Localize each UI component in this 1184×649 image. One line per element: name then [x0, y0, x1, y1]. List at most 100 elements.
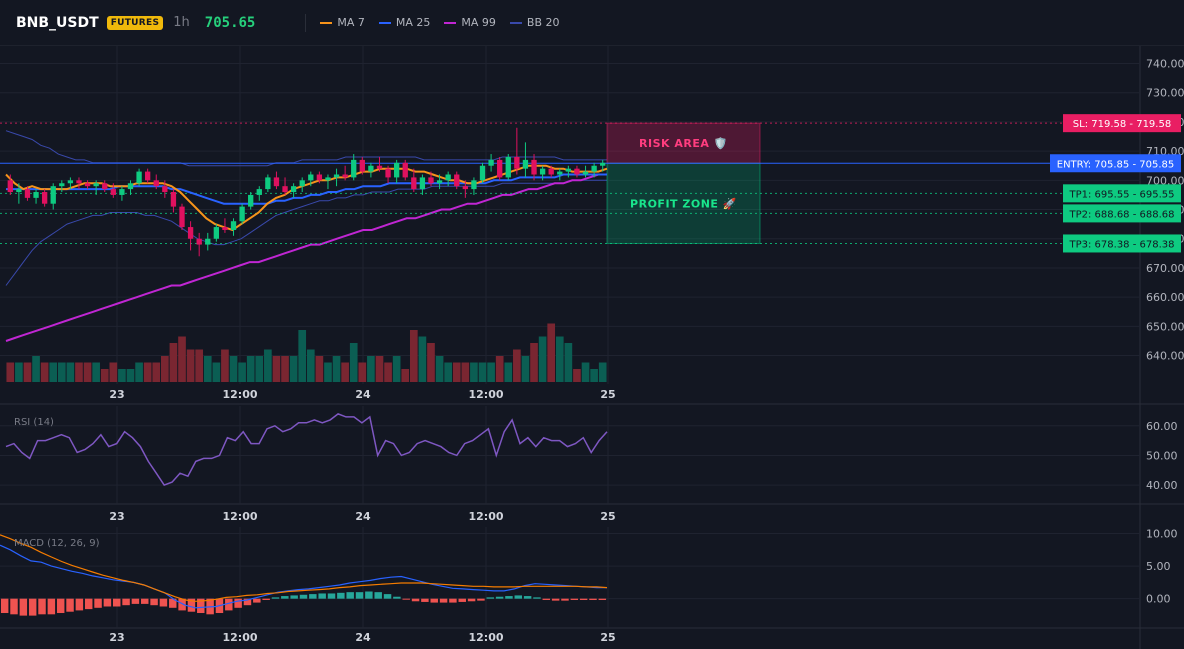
legend-ma25[interactable]: MA 25 — [378, 16, 431, 29]
candle-body — [325, 177, 331, 181]
legend-ma7[interactable]: MA 7 — [320, 16, 365, 29]
volume-bar — [590, 369, 598, 382]
candle-body — [145, 171, 151, 181]
volume-bar — [332, 356, 341, 382]
candle-body — [119, 189, 125, 195]
macd-histogram-bar — [38, 598, 46, 615]
volume-bar — [470, 362, 478, 382]
volume-bar — [392, 356, 401, 382]
candle-body — [16, 189, 22, 193]
time-tick-label: 25 — [600, 388, 615, 401]
volume-bar — [452, 362, 461, 382]
candle-body — [213, 227, 220, 239]
rsi-time-tick-label: 24 — [355, 510, 371, 523]
macd-histogram-bar — [355, 592, 364, 599]
candle-body — [84, 183, 91, 187]
tp-level-tag-label: TP3: 678.38 - 678.38 — [1069, 239, 1175, 250]
volume-bar — [521, 356, 530, 382]
macd-histogram-bar — [477, 598, 485, 601]
price-tick-label: 670.00 — [1146, 262, 1184, 275]
volume-bar — [427, 343, 435, 382]
macd-histogram-bar — [523, 596, 532, 599]
macd-histogram-bar — [150, 598, 158, 606]
macd-histogram-bar — [169, 598, 177, 608]
macd-histogram-bar — [56, 598, 65, 614]
macd-histogram-bar — [570, 598, 579, 600]
macd-histogram-bar — [178, 598, 186, 611]
candle-body — [162, 186, 168, 193]
volume-bar — [487, 362, 495, 382]
volume-bar — [598, 362, 607, 382]
macd-signal-line — [0, 534, 608, 602]
legend-ma99[interactable]: MA 99 — [444, 16, 496, 29]
candle-body — [33, 192, 39, 198]
macd-histogram-bar — [495, 596, 504, 599]
volume-bar — [186, 349, 195, 382]
bb-lower-line — [5, 179, 607, 286]
profit-zone-label: PROFIT ZONE 🚀 — [630, 197, 737, 210]
volume-bar — [401, 369, 410, 382]
volume-bar — [358, 362, 367, 382]
macd-histogram-bar — [131, 598, 140, 604]
volume-bar — [66, 362, 75, 382]
candle-body — [230, 221, 237, 230]
macd-histogram-bar — [75, 598, 84, 611]
candle-body — [179, 206, 185, 228]
volume-bar — [255, 356, 264, 382]
macd-histogram-bar — [28, 598, 37, 616]
volume-bar — [272, 356, 281, 382]
symbol-name[interactable]: BNB_USDT — [16, 14, 99, 31]
macd-histogram-bar — [309, 594, 317, 599]
legend-ma25-label: MA 25 — [395, 16, 431, 29]
sl-level-tag-label: SL: 719.58 - 719.58 — [1073, 119, 1171, 130]
candle-body — [282, 186, 288, 193]
candle-body — [50, 186, 56, 204]
legend-bb20[interactable]: BB 20 — [509, 16, 560, 29]
volume-bar — [315, 356, 324, 382]
candle-body — [454, 174, 460, 187]
macd-histogram-bar — [551, 598, 560, 601]
candle-body — [24, 189, 31, 198]
ma25-line — [6, 173, 607, 205]
macd-time-tick-label: 23 — [109, 631, 124, 644]
timeframe-label[interactable]: 1h — [173, 15, 190, 30]
rsi-time-tick-label: 23 — [109, 510, 124, 523]
volume-bar — [161, 356, 169, 382]
volume-bar — [118, 369, 126, 382]
volume-bar — [135, 362, 143, 382]
time-tick-label: 12:00 — [468, 388, 503, 401]
futures-badge: FUTURES — [106, 15, 164, 30]
volume-bar — [143, 362, 152, 382]
volume-bar — [6, 362, 15, 382]
candle-body — [239, 206, 245, 222]
candle-body — [548, 168, 554, 175]
rsi-tick-label: 40.00 — [1146, 479, 1178, 492]
macd-histogram-bar — [505, 596, 513, 599]
candle-body — [256, 189, 262, 195]
macd-histogram-bar — [262, 598, 270, 600]
legend-bb20-label: BB 20 — [526, 16, 560, 29]
candle-body — [359, 159, 365, 172]
candle-body — [531, 159, 537, 175]
volume-bar — [40, 362, 49, 382]
candle-body — [7, 180, 13, 193]
candle-body — [205, 238, 211, 245]
candle-body — [419, 177, 426, 190]
macd-histogram-bar — [383, 594, 392, 599]
macd-histogram-bar — [243, 598, 252, 606]
tp-level-tag-label: TP2: 688.68 - 688.68 — [1069, 209, 1175, 220]
candle-body — [316, 174, 323, 181]
sl-level-tag — [1063, 114, 1181, 133]
ma7-line — [5, 164, 608, 232]
macd-histogram-bar — [290, 595, 298, 599]
time-tick-label: 23 — [109, 388, 124, 401]
macd-histogram-bar — [122, 598, 130, 606]
volume-bar — [169, 343, 178, 382]
volume-bar — [49, 362, 58, 382]
macd-histogram-bar — [458, 598, 466, 602]
macd-histogram-bar — [439, 598, 448, 603]
volume-bar — [349, 343, 358, 382]
candle-body — [385, 168, 391, 178]
